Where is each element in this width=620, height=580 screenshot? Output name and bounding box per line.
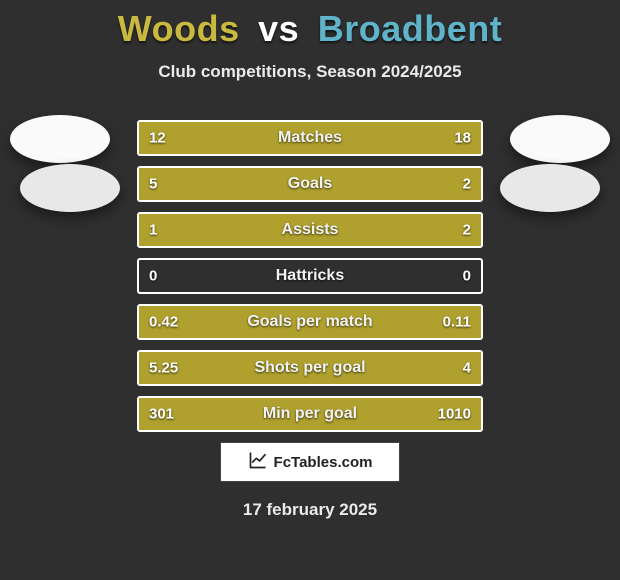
avatar-player1-club <box>20 164 120 212</box>
stat-value-right: 2 <box>463 176 471 193</box>
stat-value-left: 5 <box>149 176 157 193</box>
stat-value-left: 12 <box>149 130 166 147</box>
avatar-player2 <box>510 115 610 163</box>
stat-value-left: 0 <box>149 268 157 285</box>
stat-value-right: 0.11 <box>443 314 471 331</box>
stat-row: 1218Matches <box>137 120 483 156</box>
title-vs: vs <box>258 8 299 49</box>
stat-value-right: 2 <box>463 222 471 239</box>
stat-fill-right <box>276 122 481 154</box>
stat-fill-right <box>252 214 481 246</box>
stat-fill-left <box>139 168 382 200</box>
stat-value-left: 301 <box>149 406 174 423</box>
subtitle: Club competitions, Season 2024/2025 <box>0 62 620 82</box>
stat-row: 52Goals <box>137 166 483 202</box>
chart-icon <box>248 450 268 474</box>
stat-row: 5.254Shots per goal <box>137 350 483 386</box>
stat-row: 0.420.11Goals per match <box>137 304 483 340</box>
avatar-player1 <box>10 115 110 163</box>
stat-fill-right <box>334 352 481 384</box>
date-text: 17 february 2025 <box>0 500 620 520</box>
stat-row: 12Assists <box>137 212 483 248</box>
branding-text: FcTables.com <box>274 454 373 471</box>
title-player1: Woods <box>118 8 240 49</box>
stat-fill-left <box>139 306 409 338</box>
title-player2: Broadbent <box>318 8 503 49</box>
stat-value-left: 1 <box>149 222 157 239</box>
stat-value-right: 18 <box>454 130 471 147</box>
stat-row: 3011010Min per goal <box>137 396 483 432</box>
stat-value-right: 1010 <box>438 406 471 423</box>
stat-label: Hattricks <box>139 267 481 285</box>
stat-value-left: 0.42 <box>149 314 178 331</box>
stat-value-right: 0 <box>463 268 471 285</box>
stats-rows: 1218Matches52Goals12Assists00Hattricks0.… <box>137 120 483 442</box>
stat-row: 0 0Hattricks <box>137 258 483 294</box>
stat-value-left: 5.25 <box>149 360 178 377</box>
page-title: Woods vs Broadbent <box>0 0 620 50</box>
stat-value-right: 4 <box>463 360 471 377</box>
avatar-player2-club <box>500 164 600 212</box>
comparison-card: Woods vs Broadbent Club competitions, Se… <box>0 0 620 580</box>
branding-badge: FcTables.com <box>220 442 400 482</box>
